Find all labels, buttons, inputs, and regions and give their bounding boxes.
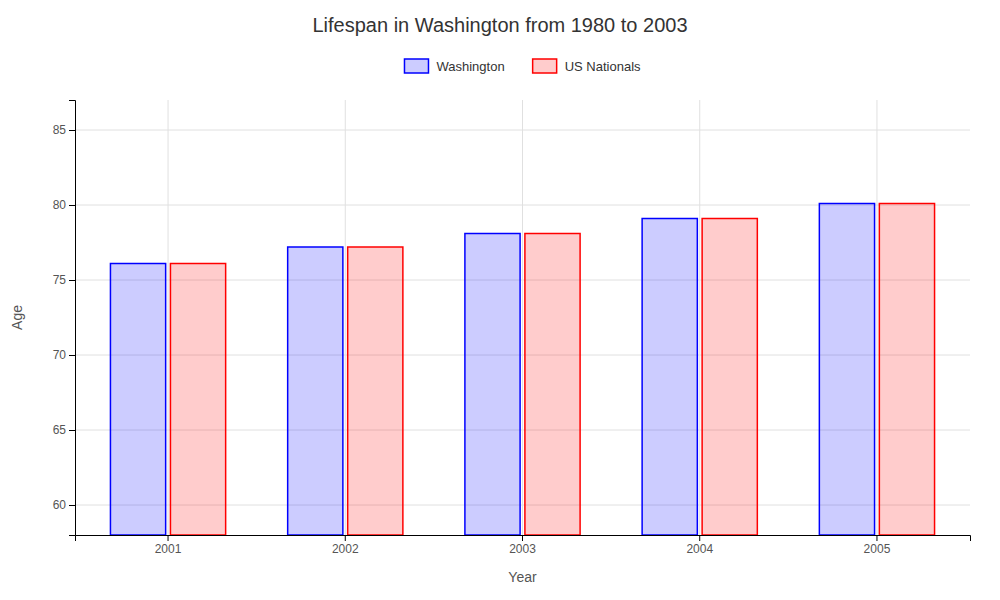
x-tick-mark (522, 535, 523, 541)
x-tick-label: 2002 (332, 542, 359, 556)
bar (879, 204, 934, 536)
y-tick: 60 (53, 498, 75, 512)
legend-swatch (404, 59, 428, 73)
x-grid-line (699, 100, 700, 535)
bar (348, 247, 403, 535)
bar (642, 219, 697, 536)
bar (525, 234, 580, 536)
bars (110, 204, 934, 536)
y-axis-title: Age (9, 305, 25, 330)
legend-item: Washington (404, 59, 504, 74)
y-tick: 75 (53, 273, 75, 287)
bar (465, 234, 520, 536)
x-axis: 2001 2002 2003 2004 2005 (76, 535, 971, 556)
y-tick-mark (69, 505, 75, 506)
x-grid-line (168, 100, 169, 535)
y-tick-mark (69, 355, 75, 356)
y-tick-label: 75 (53, 273, 67, 287)
grid (75, 100, 970, 535)
y-axis-line (69, 101, 76, 536)
y-tick: 70 (53, 348, 75, 362)
bar (819, 204, 874, 536)
y-axis: 60 65 70 75 80 85 (53, 101, 76, 536)
x-tick-mark (345, 535, 346, 541)
y-tick-label: 60 (53, 498, 67, 512)
x-grid-line (345, 100, 346, 535)
y-tick-mark (69, 430, 75, 431)
bar-series (110, 204, 874, 536)
x-tick-mark (876, 535, 877, 541)
x-tick-label: 2001 (155, 542, 182, 556)
title: Lifespan in Washington from 1980 to 2003 (312, 14, 687, 36)
x-tick: 2001 (155, 535, 182, 556)
plot-area: 2001 2002 2003 2004 2005 60 65 70 75 80 85 (53, 100, 971, 556)
y-tick: 65 (53, 423, 75, 437)
x-tick: 2002 (332, 535, 359, 556)
x-axis-line (76, 536, 971, 542)
y-tick-mark (69, 280, 75, 281)
x-grid-line (522, 100, 523, 535)
x-tick: 2004 (686, 535, 713, 556)
y-tick-label: 80 (53, 198, 67, 212)
y-tick: 85 (53, 123, 75, 137)
bar-series (170, 204, 934, 536)
x-tick: 2005 (864, 535, 891, 556)
y-tick-label: 65 (53, 423, 67, 437)
x-axis-title: Year (508, 569, 537, 585)
x-tick-label: 2004 (686, 542, 713, 556)
x-tick-mark (699, 535, 700, 541)
legend-swatch (533, 59, 557, 73)
bar (702, 219, 757, 536)
bar (110, 264, 165, 536)
x-tick-label: 2005 (864, 542, 891, 556)
y-tick: 80 (53, 198, 75, 212)
legend-label: US Nationals (565, 59, 641, 74)
y-tick-mark (69, 130, 75, 131)
bar (170, 264, 225, 536)
legend-label: Washington (436, 59, 504, 74)
y-tick-label: 85 (53, 123, 67, 137)
x-tick: 2003 (509, 535, 536, 556)
legend: Washington US Nationals (404, 59, 641, 74)
y-tick-label: 70 (53, 348, 67, 362)
x-tick-label: 2003 (509, 542, 536, 556)
bar (288, 247, 343, 535)
x-tick-mark (168, 535, 169, 541)
chart: 2001 2002 2003 2004 2005 60 65 70 75 80 85 Lifespan… (0, 0, 1000, 600)
legend-item: US Nationals (533, 59, 641, 74)
x-grid-line (876, 100, 877, 535)
y-tick-mark (69, 205, 75, 206)
